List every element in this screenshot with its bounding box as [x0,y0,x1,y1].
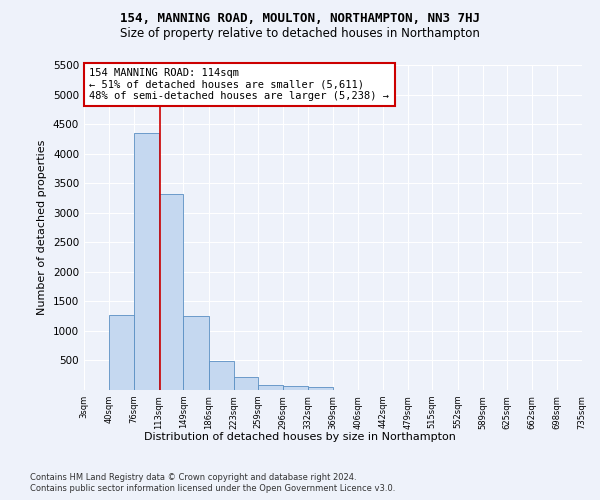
Text: Distribution of detached houses by size in Northampton: Distribution of detached houses by size … [144,432,456,442]
Bar [159,194,184,390]
Bar [233,378,258,390]
Bar [308,387,333,390]
Text: Size of property relative to detached houses in Northampton: Size of property relative to detached ho… [120,28,480,40]
Bar [134,133,159,390]
Bar [109,315,134,390]
Y-axis label: Number of detached properties: Number of detached properties [37,140,47,315]
Text: Contains HM Land Registry data © Crown copyright and database right 2024.: Contains HM Land Registry data © Crown c… [30,472,356,482]
Text: Contains public sector information licensed under the Open Government Licence v3: Contains public sector information licen… [30,484,395,493]
Bar [184,316,209,390]
Bar [283,386,308,390]
Bar [209,361,233,390]
Bar [258,384,283,390]
Text: 154 MANNING ROAD: 114sqm
← 51% of detached houses are smaller (5,611)
48% of sem: 154 MANNING ROAD: 114sqm ← 51% of detach… [89,68,389,101]
Text: 154, MANNING ROAD, MOULTON, NORTHAMPTON, NN3 7HJ: 154, MANNING ROAD, MOULTON, NORTHAMPTON,… [120,12,480,26]
